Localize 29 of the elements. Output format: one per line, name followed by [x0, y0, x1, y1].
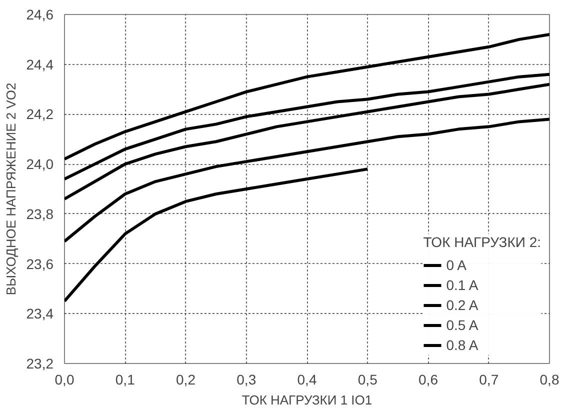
y-tick-label: 23,8: [26, 206, 54, 222]
x-tick-label: 0,1: [115, 372, 136, 388]
y-tick-label: 23,2: [26, 356, 54, 372]
y-tick-label: 24,2: [26, 106, 54, 122]
line-series: [64, 168, 370, 303]
x-tick-label: 0,3: [236, 372, 256, 388]
line-series: [64, 82, 550, 200]
line-series: [64, 32, 550, 161]
x-tick-label: 0,5: [358, 372, 378, 388]
legend-label: 0 A: [446, 256, 466, 274]
legend-label: 0.1 A: [446, 276, 478, 294]
x-tick-label: 0,7: [479, 372, 499, 388]
legend-title: ТОК НАГРУЗКИ 2:: [423, 234, 541, 250]
y-axis-title: ВЫХОДНОЕ НАПРЯЖЕНИЕ 2 VO2: [3, 82, 18, 296]
y-tick-label: 24,0: [26, 156, 54, 172]
x-axis-title: ТОК НАГРУЗКИ 1 IO1: [242, 392, 372, 408]
y-tick-label: 23,4: [26, 306, 54, 322]
x-tick-label: 0,0: [54, 372, 74, 388]
legend-label: 0.5 A: [446, 316, 478, 334]
y-tick-label: 23,6: [26, 256, 54, 272]
y-tick-label: 24,6: [26, 6, 54, 22]
legend-label: 0.8 A: [446, 336, 478, 354]
x-tick-label: 0,2: [176, 372, 196, 388]
legend-label: 0.2 A: [446, 296, 478, 314]
x-tick-label: 0,4: [297, 372, 317, 388]
y-tick-label: 24,4: [26, 56, 54, 72]
x-tick-label: 0,8: [540, 372, 560, 388]
line-series: [64, 72, 550, 181]
x-tick-label: 0,6: [418, 372, 438, 388]
